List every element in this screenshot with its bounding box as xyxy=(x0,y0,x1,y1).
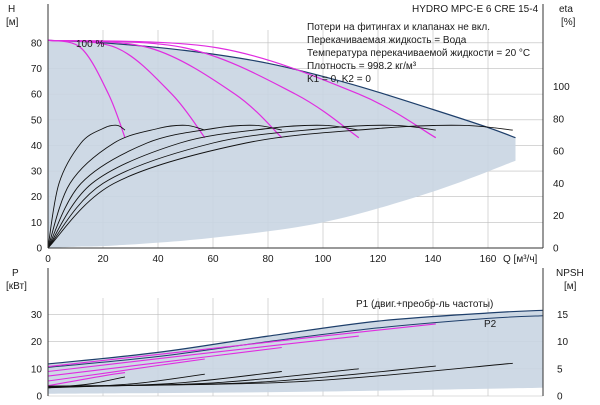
lower-y-left-tick-20: 20 xyxy=(31,337,43,348)
upper-x-tick-160: 160 xyxy=(480,254,497,265)
upper-x-tick-100: 100 xyxy=(315,254,332,265)
lower-y-left-label: P xyxy=(12,268,19,279)
note-line-5: K1 = 0, K2 = 0 xyxy=(307,74,371,85)
upper-y-right-tick-20: 20 xyxy=(553,211,565,222)
upper-y-left-unit: [м] xyxy=(6,17,19,28)
p1-label: P1 (двиг.+преобр-ль частоты) xyxy=(356,298,493,310)
upper-y-right-tick-100: 100 xyxy=(553,82,570,93)
upper-x-tick-120: 120 xyxy=(370,254,387,265)
lower-y-left-tick-0: 0 xyxy=(36,392,42,401)
operating-envelope-area xyxy=(48,40,516,248)
upper-x-tick-80: 80 xyxy=(262,254,274,265)
upper-x-tick-60: 60 xyxy=(207,254,219,265)
upper-y-left-tick-70: 70 xyxy=(31,64,43,75)
power-curve-1 xyxy=(47,372,126,387)
power-curve-2 xyxy=(47,358,205,382)
lower-y-right-tick-15: 15 xyxy=(557,310,569,321)
upper-x-label: Q [м³/ч] xyxy=(503,254,538,265)
upper-y-right-tick-60: 60 xyxy=(553,147,565,158)
upper-y-left-label: H xyxy=(8,4,15,15)
efficiency-curve-6 xyxy=(47,124,513,249)
lower-y-left-tick-30: 30 xyxy=(31,310,43,321)
p2-label: P2 xyxy=(484,319,497,330)
lower-y-right-unit: [м] xyxy=(564,281,577,292)
upper-y-left-tick-40: 40 xyxy=(31,141,43,152)
upper-x-tick-0: 0 xyxy=(45,254,51,265)
power-curve-5 xyxy=(47,323,436,368)
upper-y-left-tick-0: 0 xyxy=(36,244,42,255)
upper-x-tick-40: 40 xyxy=(152,254,164,265)
speed-curve-label: 100 % xyxy=(76,39,104,50)
p1-curve xyxy=(47,309,544,365)
upper-y-right-label: eta xyxy=(559,4,573,15)
efficiency-curve-5 xyxy=(47,124,436,249)
efficiency-curve-4 xyxy=(47,124,359,249)
efficiency-curve-1 xyxy=(47,124,126,249)
upper-y-left-tick-10: 10 xyxy=(31,218,43,229)
upper-y-left-tick-80: 80 xyxy=(31,38,43,49)
lower-y-right-label: NPSH xyxy=(556,268,584,279)
axis-layer xyxy=(47,4,544,396)
upper-y-right-tick-80: 80 xyxy=(553,114,565,125)
power-envelope-area xyxy=(48,310,543,394)
lower-y-left-unit: [кВт] xyxy=(6,281,27,292)
envelope-layer xyxy=(48,40,543,394)
upper-y-right-tick-40: 40 xyxy=(553,179,565,190)
lower-y-right-tick-0: 0 xyxy=(557,392,563,401)
upper-y-right-unit: [%] xyxy=(561,17,576,28)
upper-y-left-tick-30: 30 xyxy=(31,167,43,178)
note-line-3: Температура перекачиваемой жидкости = 20… xyxy=(307,48,530,59)
speed-curve-5 xyxy=(47,39,437,139)
efficiency-curve-3 xyxy=(47,124,282,249)
upper-y-left-tick-50: 50 xyxy=(31,115,43,126)
lower-y-left-tick-10: 10 xyxy=(31,364,43,375)
power-curve-4 xyxy=(47,335,359,373)
curve-layer xyxy=(47,39,544,389)
lower-y-right-tick-10: 10 xyxy=(557,337,569,348)
power-curve-3 xyxy=(47,346,282,377)
upper-y-left-tick-20: 20 xyxy=(31,192,43,203)
upper-x-tick-140: 140 xyxy=(425,254,442,265)
p2-curve xyxy=(47,315,544,368)
upper-y-left-tick-60: 60 xyxy=(31,90,43,101)
upper-y-right-tick-0: 0 xyxy=(553,244,559,255)
efficiency-curve-2 xyxy=(47,124,205,249)
note-line-4: Плотность = 998.2 кг/м³ xyxy=(307,61,417,72)
note-line-2: Перекачиваемая жидкость = Вода xyxy=(307,35,467,46)
note-line-1: Потери на фитингах и клапанах не вкл. xyxy=(307,21,490,33)
npsh-curve-6 xyxy=(47,362,513,387)
lower-y-right-tick-5: 5 xyxy=(557,364,563,375)
upper-x-tick-20: 20 xyxy=(97,254,109,265)
chart-title: HYDRO MPC-E 6 CRE 15-4 xyxy=(412,4,539,15)
